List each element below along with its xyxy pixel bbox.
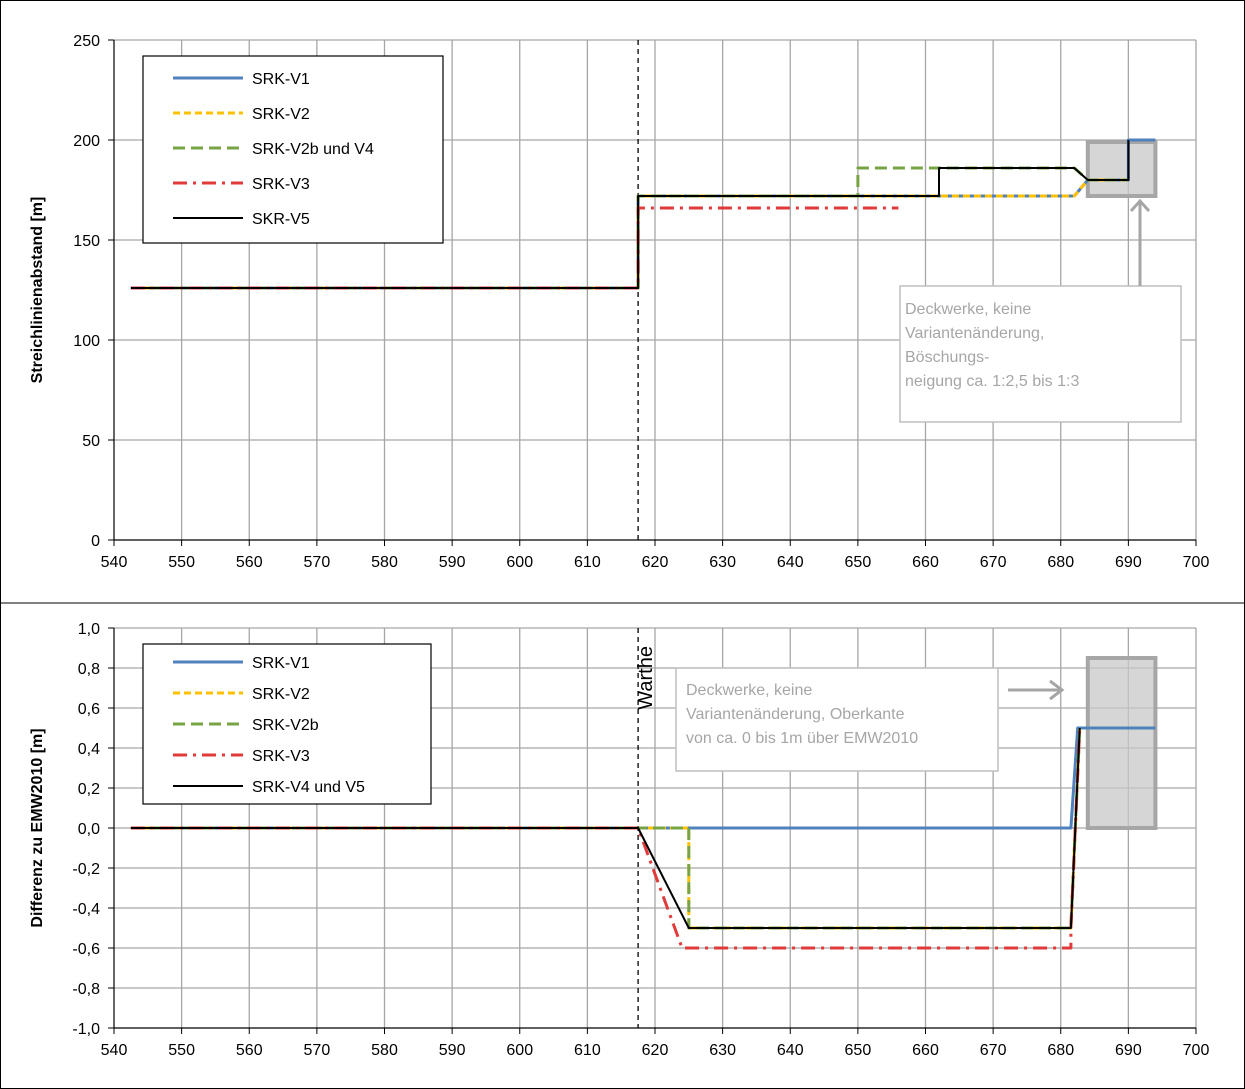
y-axis-label: Differenz zu EMW2010 [m] — [29, 728, 46, 927]
x-tick-label: 570 — [304, 554, 331, 571]
x-tick-label: 590 — [439, 554, 466, 571]
annotation-box — [899, 285, 1182, 423]
legend-label: SRK-V4 und V5 — [252, 779, 365, 796]
legend: SRK-V1 SRK-V2 SRK-V2b und V4 SRK-V3 SKR-V5 — [142, 55, 444, 244]
y-tick-label: 100 — [73, 333, 100, 350]
x-tick-label: 540 — [101, 554, 128, 571]
y-tick-label: -1,0 — [72, 1021, 100, 1038]
y-tick-label: 0 — [91, 533, 100, 550]
annotation-text: Böschungs- — [905, 349, 990, 366]
annotation-text: von ca. 0 bis 1m über EMW2010 — [686, 730, 918, 747]
y-tick-label: 50 — [82, 433, 100, 450]
x-tick-label: 590 — [439, 1042, 466, 1059]
annotation-text: Variantenänderung, — [905, 325, 1044, 342]
x-tick-label: 610 — [574, 554, 601, 571]
legend-label: SRK-V2b — [252, 717, 319, 734]
chart-panel-top: 540 550 560 570 580 590 600 610 620 630 640 650 660 6… — [29, 33, 1209, 571]
x-tick-label: 660 — [912, 1042, 939, 1059]
y-tick-label: 0,2 — [78, 781, 100, 798]
x-tick-label: 610 — [574, 1042, 601, 1059]
series-line — [130, 140, 1130, 289]
x-tick-label: 700 — [1183, 1042, 1210, 1059]
chart-panel-bottom: 540 550 560 570 580 590 600 610 620 630 640 650 660 6… — [29, 621, 1209, 1059]
x-tick-label: 650 — [845, 1042, 872, 1059]
y-tick-label: -0,2 — [72, 861, 100, 878]
x-tick-label: 560 — [236, 554, 263, 571]
arrow-head-icon — [1049, 679, 1065, 701]
x-tick-label: 600 — [506, 1042, 533, 1059]
y-tick-label: 0,4 — [78, 741, 100, 758]
y-tick-label: -0,8 — [72, 981, 100, 998]
highlight-box — [1085, 656, 1158, 830]
reference-label: Warthe — [635, 646, 657, 710]
y-tick-label: 250 — [73, 33, 100, 50]
x-tick-label: 600 — [506, 554, 533, 571]
annotation-text: Deckwerke, keine — [686, 682, 812, 699]
y-tick-label: 0,0 — [78, 821, 100, 838]
annotation-text: Variantenänderung, Oberkante — [686, 706, 905, 723]
annotation: Deckwerke, keine Variantenänderung, Oberk… — [675, 667, 1065, 772]
highlight-box — [1085, 140, 1158, 198]
y-tick-label: 0,8 — [78, 661, 100, 678]
x-tick-label: 670 — [980, 554, 1007, 571]
annotation: Deckwerke, keine Variantenänderung, Böschu… — [899, 198, 1182, 423]
legend-label: SRK-V3 — [252, 176, 310, 193]
x-tick-label: 640 — [777, 1042, 804, 1059]
x-tick-label: 570 — [304, 1042, 331, 1059]
annotation-box — [675, 667, 999, 772]
x-tick-label: 550 — [168, 554, 195, 571]
legend: SRK-V1 SRK-V2 SRK-V2b SRK-V3 SRK-V4 und V5 — [142, 643, 432, 805]
x-tick-label: 640 — [777, 554, 804, 571]
x-tick-label: 700 — [1183, 554, 1210, 571]
y-tick-label: -0,4 — [72, 901, 100, 918]
x-tick-label: 680 — [1047, 1042, 1074, 1059]
x-tick-label: 630 — [709, 1042, 736, 1059]
series-line — [130, 727, 1081, 929]
x-tick-label: 630 — [709, 554, 736, 571]
x-tick-label: 580 — [371, 1042, 398, 1059]
legend-label: SRK-V2 — [252, 106, 310, 123]
y-tick-label: 200 — [73, 133, 100, 150]
x-tick-label: 620 — [642, 1042, 669, 1059]
x-tick-label: 680 — [1047, 554, 1074, 571]
x-tick-label: 690 — [1115, 1042, 1142, 1059]
legend-label: SRK-V2b und V4 — [252, 141, 374, 158]
legend-label: SRK-V3 — [252, 748, 310, 765]
y-tick-label: -0,6 — [72, 941, 100, 958]
legend-label: SRK-V2 — [252, 686, 310, 703]
x-tick-label: 540 — [101, 1042, 128, 1059]
x-tick-label: 620 — [642, 554, 669, 571]
y-tick-label: 150 — [73, 233, 100, 250]
legend-label: SRK-V1 — [252, 71, 310, 88]
y-tick-label: 0,6 — [78, 701, 100, 718]
x-tick-label: 670 — [980, 1042, 1007, 1059]
x-tick-label: 550 — [168, 1042, 195, 1059]
y-tick-label: 1,0 — [78, 621, 100, 638]
x-tick-label: 560 — [236, 1042, 263, 1059]
y-axis-label: Streichlinienabstand [m] — [29, 197, 46, 384]
x-tick-label: 650 — [845, 554, 872, 571]
arrow-head-icon — [1129, 198, 1151, 213]
x-tick-label: 690 — [1115, 554, 1142, 571]
annotation-text: Deckwerke, keine — [905, 301, 1031, 318]
legend-label: SKR-V5 — [252, 211, 310, 228]
annotation-text: neigung ca. 1:2,5 bis 1:3 — [905, 373, 1079, 390]
x-tick-label: 580 — [371, 554, 398, 571]
legend-label: SRK-V1 — [252, 655, 310, 672]
x-tick-label: 660 — [912, 554, 939, 571]
